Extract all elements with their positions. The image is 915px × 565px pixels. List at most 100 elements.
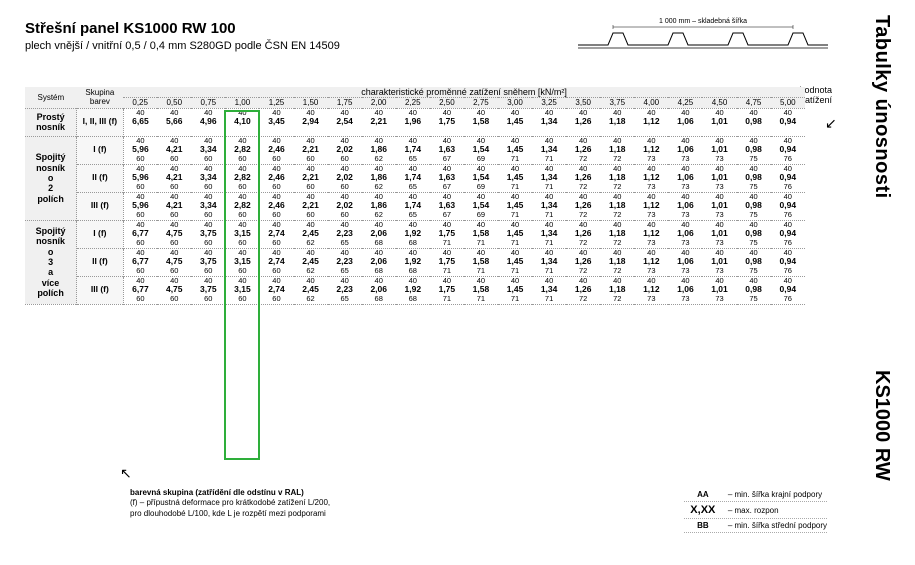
data-cell: 401,2672 [566,220,600,248]
data-cell: 403,7560 [191,276,225,304]
data-cell: 402,4562 [294,220,328,248]
legend-key: AA [684,490,722,499]
data-cell: 402,4660 [259,136,293,164]
data-cell: 401,1872 [600,220,634,248]
th-load: 2,00 [362,98,396,108]
group-cell: II (f) [77,164,123,192]
data-cell: 401,2672 [566,136,600,164]
data-cell: 400,9476 [771,192,805,220]
data-cell: 401,0673 [668,136,702,164]
data-cell: 403,7560 [191,220,225,248]
data-cell: 401,1872 [600,248,634,276]
side-code: KS1000 RW [870,370,893,481]
th-system: Systém [25,87,77,108]
legend-key: X,XX [684,504,722,516]
th-load: 3,50 [566,98,600,108]
data-cell: 401,45 [498,108,532,136]
group-cell: III (f) [77,192,123,220]
data-cell: 401,9268 [396,248,430,276]
data-cell: 404,7560 [157,276,191,304]
data-cell: 406,7760 [123,220,157,248]
data-cell: 401,96 [396,108,430,136]
data-cell: 401,75 [430,108,464,136]
data-cell: 403,3460 [191,164,225,192]
data-cell: 401,4571 [498,248,532,276]
th-load: 2,25 [396,98,430,108]
data-cell: 401,5469 [464,164,498,192]
th-load: 1,00 [225,98,259,108]
legend-text: – min. šířka střední podpory [728,521,827,530]
data-cell: 404,2160 [157,192,191,220]
data-cell: 404,96 [191,108,225,136]
footnote-arrow: ↖ [120,465,132,482]
data-cell: 404,2160 [157,136,191,164]
data-cell: 402,2365 [328,276,362,304]
data-cell: 401,4571 [498,192,532,220]
group-cell: III (f) [77,276,123,304]
data-cell: 401,26 [566,108,600,136]
data-cell: 401,18 [600,108,634,136]
th-load: 5,00 [771,98,805,108]
data-cell: 402,4562 [294,248,328,276]
group-cell: I (f) [77,220,123,248]
th-load: 0,25 [123,98,157,108]
data-cell: 401,1872 [600,192,634,220]
data-cell: 401,06 [668,108,702,136]
data-cell: 402,2160 [294,164,328,192]
page-subtitle: plech vnější / vnitřní 0,5 / 0,4 mm S280… [25,40,805,52]
data-cell: 401,6367 [430,136,464,164]
data-cell: 401,3471 [532,248,566,276]
th-char-title: charakteristické proměnné zatížení sněhe… [123,87,805,98]
data-cell: 402,0668 [362,220,396,248]
th-load: 4,75 [737,98,771,108]
data-cell: 402,2365 [328,248,362,276]
data-cell: 400,9875 [737,220,771,248]
data-cell: 401,0673 [668,192,702,220]
data-cell: 404,7560 [157,220,191,248]
data-cell: 402,7460 [259,220,293,248]
th-load: 0,50 [157,98,191,108]
data-cell: 402,0668 [362,248,396,276]
data-cell: 401,1273 [634,248,668,276]
data-cell: 402,7460 [259,248,293,276]
data-cell: 401,7465 [396,164,430,192]
data-cell: 401,8662 [362,136,396,164]
data-cell: 401,7465 [396,136,430,164]
load-arrow: ↙ [825,115,845,125]
data-cell: 400,94 [771,108,805,136]
data-cell: 400,98 [737,108,771,136]
data-cell: 401,1872 [600,164,634,192]
data-cell: 405,9660 [123,192,157,220]
data-cell: 402,8260 [225,164,259,192]
data-cell: 402,0260 [328,164,362,192]
data-cell: 404,10 [225,108,259,136]
data-cell: 405,66 [157,108,191,136]
data-cell: 402,7460 [259,276,293,304]
data-cell: 405,9660 [123,164,157,192]
data-cell: 401,0673 [668,276,702,304]
data-cell: 401,0673 [668,248,702,276]
data-cell: 402,4562 [294,276,328,304]
data-cell: 401,5871 [464,276,498,304]
data-cell: 401,1273 [634,164,668,192]
data-cell: 401,3471 [532,220,566,248]
data-cell: 401,8662 [362,164,396,192]
data-cell: 401,4571 [498,136,532,164]
th-load: 2,75 [464,98,498,108]
th-load: 1,50 [294,98,328,108]
data-cell: 401,4571 [498,164,532,192]
data-cell: 401,6367 [430,164,464,192]
data-cell: 402,94 [294,108,328,136]
data-cell: 400,9875 [737,276,771,304]
th-load: 3,75 [600,98,634,108]
legend-text: – min. šířka krajní podpory [728,490,822,499]
data-cell: 402,54 [328,108,362,136]
legend-text: – max. rozpon [728,506,779,515]
data-cell: 401,0173 [702,220,736,248]
data-cell: 401,7571 [430,276,464,304]
data-cell: 403,1560 [225,276,259,304]
data-cell: 401,0173 [702,164,736,192]
footnote: barevná skupina (zatřídění dle odstínu v… [130,488,490,519]
data-cell: 401,5469 [464,136,498,164]
data-cell: 403,1560 [225,220,259,248]
